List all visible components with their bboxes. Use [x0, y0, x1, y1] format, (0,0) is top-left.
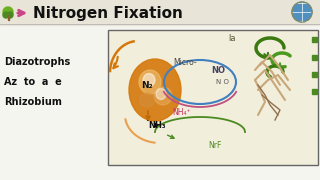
Ellipse shape	[129, 59, 181, 121]
Text: Nitrogen Fixation: Nitrogen Fixation	[33, 6, 183, 21]
Ellipse shape	[139, 70, 161, 94]
Ellipse shape	[140, 93, 155, 107]
Ellipse shape	[143, 73, 155, 87]
Text: NO: NO	[211, 66, 225, 75]
Circle shape	[3, 7, 13, 17]
Text: NH₃: NH₃	[148, 122, 166, 130]
Text: Diazotrophs: Diazotrophs	[4, 57, 70, 67]
Bar	[312, 37, 317, 42]
Ellipse shape	[156, 89, 166, 100]
Text: N₂: N₂	[141, 80, 153, 89]
FancyBboxPatch shape	[108, 30, 318, 165]
Text: Rhizobium: Rhizobium	[4, 97, 62, 107]
Bar	[312, 89, 317, 94]
Ellipse shape	[154, 87, 172, 105]
Bar	[312, 72, 317, 77]
Circle shape	[7, 12, 13, 18]
Text: Micro-: Micro-	[173, 57, 197, 66]
Bar	[7, 15, 9, 20]
Circle shape	[292, 2, 312, 22]
Text: NrF: NrF	[208, 141, 222, 150]
Bar	[0, 0, 320, 25]
Circle shape	[3, 12, 9, 18]
Text: N O: N O	[216, 79, 228, 85]
Bar	[312, 55, 317, 60]
Text: la: la	[228, 33, 236, 42]
Text: Az  to  a  e: Az to a e	[4, 77, 62, 87]
Text: NH₄⁺: NH₄⁺	[173, 107, 191, 116]
